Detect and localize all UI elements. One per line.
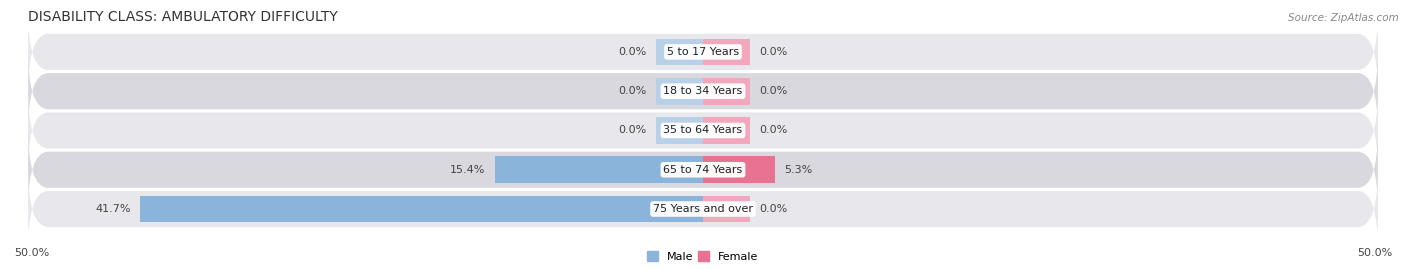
Text: Source: ZipAtlas.com: Source: ZipAtlas.com [1288, 13, 1399, 23]
Text: 0.0%: 0.0% [759, 204, 787, 214]
Text: 0.0%: 0.0% [619, 47, 647, 57]
Text: 50.0%: 50.0% [14, 248, 49, 258]
Text: 35 to 64 Years: 35 to 64 Years [664, 125, 742, 136]
FancyBboxPatch shape [28, 129, 1378, 211]
Bar [703, 117, 751, 144]
Bar [703, 78, 751, 105]
Text: 5 to 17 Years: 5 to 17 Years [666, 47, 740, 57]
Bar [495, 156, 703, 183]
Text: 18 to 34 Years: 18 to 34 Years [664, 86, 742, 96]
Text: 15.4%: 15.4% [450, 165, 485, 175]
Legend: Male, Female: Male, Female [643, 247, 763, 266]
FancyBboxPatch shape [28, 50, 1378, 132]
Text: DISABILITY CLASS: AMBULATORY DIFFICULTY: DISABILITY CLASS: AMBULATORY DIFFICULTY [28, 10, 337, 24]
Bar [703, 38, 751, 65]
Bar [703, 156, 775, 183]
Text: 0.0%: 0.0% [759, 125, 787, 136]
FancyBboxPatch shape [28, 90, 1378, 171]
Text: 0.0%: 0.0% [619, 86, 647, 96]
Bar [141, 196, 703, 222]
Text: 5.3%: 5.3% [785, 165, 813, 175]
Text: 75 Years and over: 75 Years and over [652, 204, 754, 214]
Bar [655, 78, 703, 105]
Text: 65 to 74 Years: 65 to 74 Years [664, 165, 742, 175]
Text: 41.7%: 41.7% [96, 204, 131, 214]
Bar [703, 196, 751, 222]
Bar [655, 38, 703, 65]
Text: 0.0%: 0.0% [619, 125, 647, 136]
FancyBboxPatch shape [28, 11, 1378, 93]
Text: 0.0%: 0.0% [759, 47, 787, 57]
FancyBboxPatch shape [28, 168, 1378, 250]
Text: 50.0%: 50.0% [1357, 248, 1392, 258]
Bar [655, 117, 703, 144]
Text: 0.0%: 0.0% [759, 86, 787, 96]
